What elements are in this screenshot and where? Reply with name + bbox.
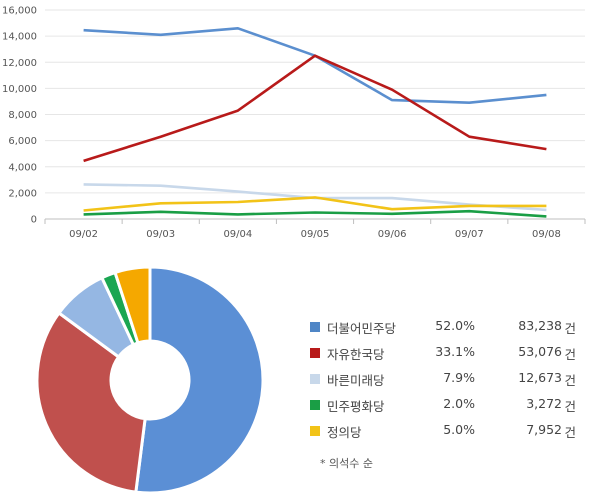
legend-swatch bbox=[310, 348, 320, 358]
x-tick-label: 09/08 bbox=[532, 229, 561, 240]
pie-legend: 더불어민주당 52.0% 83,238 건 자유한국당 33.1% 53,076… bbox=[310, 316, 600, 446]
legend-unit: 건 bbox=[564, 347, 576, 362]
x-tick-label: 09/03 bbox=[146, 229, 175, 240]
x-tick-label: 09/07 bbox=[455, 229, 484, 240]
legend-swatch bbox=[310, 400, 320, 410]
x-tick-label: 09/06 bbox=[378, 229, 407, 240]
legend-unit: 건 bbox=[564, 321, 576, 336]
legend-unit: 건 bbox=[564, 373, 576, 388]
series-line bbox=[83, 209, 547, 218]
y-tick-label: 4,000 bbox=[8, 162, 37, 173]
y-tick-label: 2,000 bbox=[8, 188, 37, 199]
pie-slice bbox=[113, 265, 152, 345]
legend-swatch bbox=[310, 374, 320, 384]
y-tick-label: 0 bbox=[31, 215, 37, 226]
legend-percent: 2.0% bbox=[443, 396, 475, 411]
legend-percent: 33.1% bbox=[435, 344, 475, 359]
legend-count: 7,952 bbox=[526, 422, 562, 437]
pie-slice bbox=[35, 310, 147, 494]
series-line bbox=[83, 196, 547, 212]
y-tick-label: 16,000 bbox=[2, 6, 37, 17]
legend-label: 민주평화당 bbox=[327, 399, 385, 414]
legend-row: 더불어민주당 52.0% 83,238 건 bbox=[310, 316, 600, 342]
legend-unit: 건 bbox=[564, 425, 576, 440]
x-tick-label: 09/04 bbox=[223, 229, 252, 240]
footnote: * 의석수 순 bbox=[320, 457, 373, 470]
legend-label: 정의당 bbox=[327, 425, 362, 440]
legend-count: 83,238 bbox=[518, 318, 562, 333]
pie-chart bbox=[35, 265, 265, 495]
legend-swatch bbox=[310, 322, 320, 332]
pie-slice bbox=[134, 265, 265, 495]
series-line bbox=[83, 54, 547, 163]
y-tick-label: 12,000 bbox=[2, 58, 37, 69]
legend-count: 3,272 bbox=[526, 396, 562, 411]
y-tick-label: 10,000 bbox=[2, 84, 37, 95]
legend-row: 자유한국당 33.1% 53,076 건 bbox=[310, 342, 600, 368]
y-tick-label: 6,000 bbox=[8, 136, 37, 147]
legend-count: 12,673 bbox=[518, 370, 562, 385]
line-chart: 0 2,000 4,000 6,000 8,000 10,000 12,000 14,000 1… bbox=[2, 6, 586, 240]
legend-label: 더불어민주당 bbox=[327, 321, 397, 336]
legend-unit: 건 bbox=[564, 399, 576, 414]
x-tick-label: 09/02 bbox=[69, 229, 98, 240]
legend-count: 53,076 bbox=[518, 344, 562, 359]
legend-label: 바른미래당 bbox=[327, 373, 385, 388]
y-tick-label: 14,000 bbox=[2, 32, 37, 43]
legend-row: 정의당 5.0% 7,952 건 bbox=[310, 420, 600, 446]
legend-row: 민주평화당 2.0% 3,272 건 bbox=[310, 394, 600, 420]
y-tick-label: 8,000 bbox=[8, 110, 37, 121]
x-tick-label: 09/05 bbox=[301, 229, 330, 240]
legend-percent: 52.0% bbox=[435, 318, 475, 333]
legend-swatch bbox=[310, 426, 320, 436]
series-line bbox=[83, 26, 547, 104]
legend-percent: 5.0% bbox=[443, 422, 475, 437]
legend-label: 자유한국당 bbox=[327, 347, 385, 362]
legend-row: 바른미래당 7.9% 12,673 건 bbox=[310, 368, 600, 394]
legend-percent: 7.9% bbox=[443, 370, 475, 385]
